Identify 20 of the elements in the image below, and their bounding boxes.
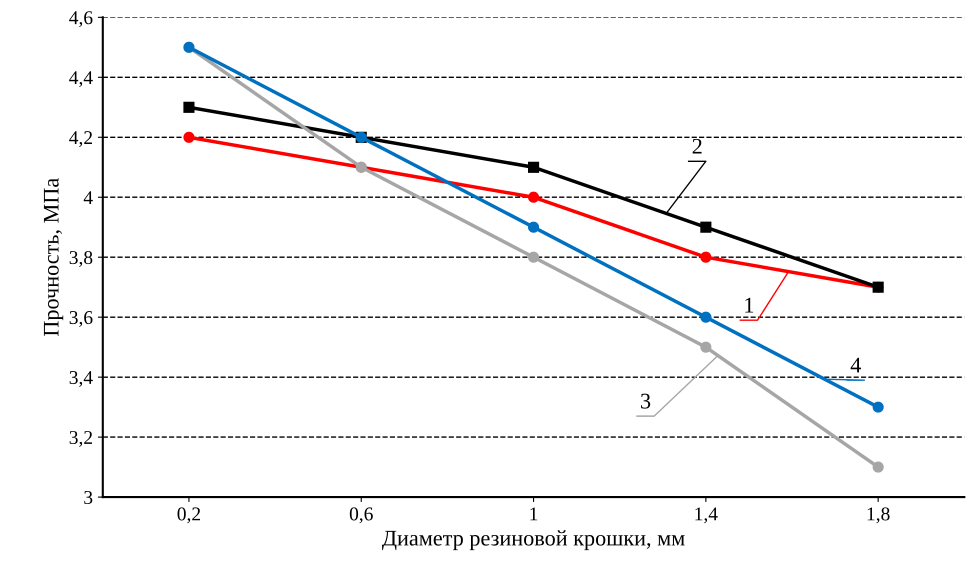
y-tick-label: 3,8	[70, 251, 92, 267]
x-tick-label: 1,8	[868, 507, 890, 524]
x-tick-label: 1,4	[695, 507, 718, 524]
series-label: 1	[745, 298, 754, 312]
y-tick-label: 4	[84, 191, 93, 204]
y-tick-label: 3,6	[70, 311, 92, 327]
text: 2	[692, 138, 702, 154]
y-tick-label: 4,4	[69, 71, 93, 88]
y-axis-title: Прочность, МПа	[44, 178, 64, 336]
y-tick-label: 3	[84, 490, 92, 504]
x-tick-label: 0,6	[350, 507, 373, 524]
series-label: 4	[850, 358, 861, 372]
x-tick-label: 1	[530, 507, 538, 520]
y-tick-label: 4,6	[69, 11, 92, 28]
text: 3	[641, 394, 650, 409]
y-tick-label: 3,2	[70, 430, 92, 447]
x-tick-label: 0,2	[178, 507, 200, 524]
x-axis-title: Диаметр резиновой крошки, мм	[382, 530, 685, 550]
y-tick-label: 4,2	[69, 131, 92, 148]
y-tick-label: 3,4	[70, 371, 93, 387]
